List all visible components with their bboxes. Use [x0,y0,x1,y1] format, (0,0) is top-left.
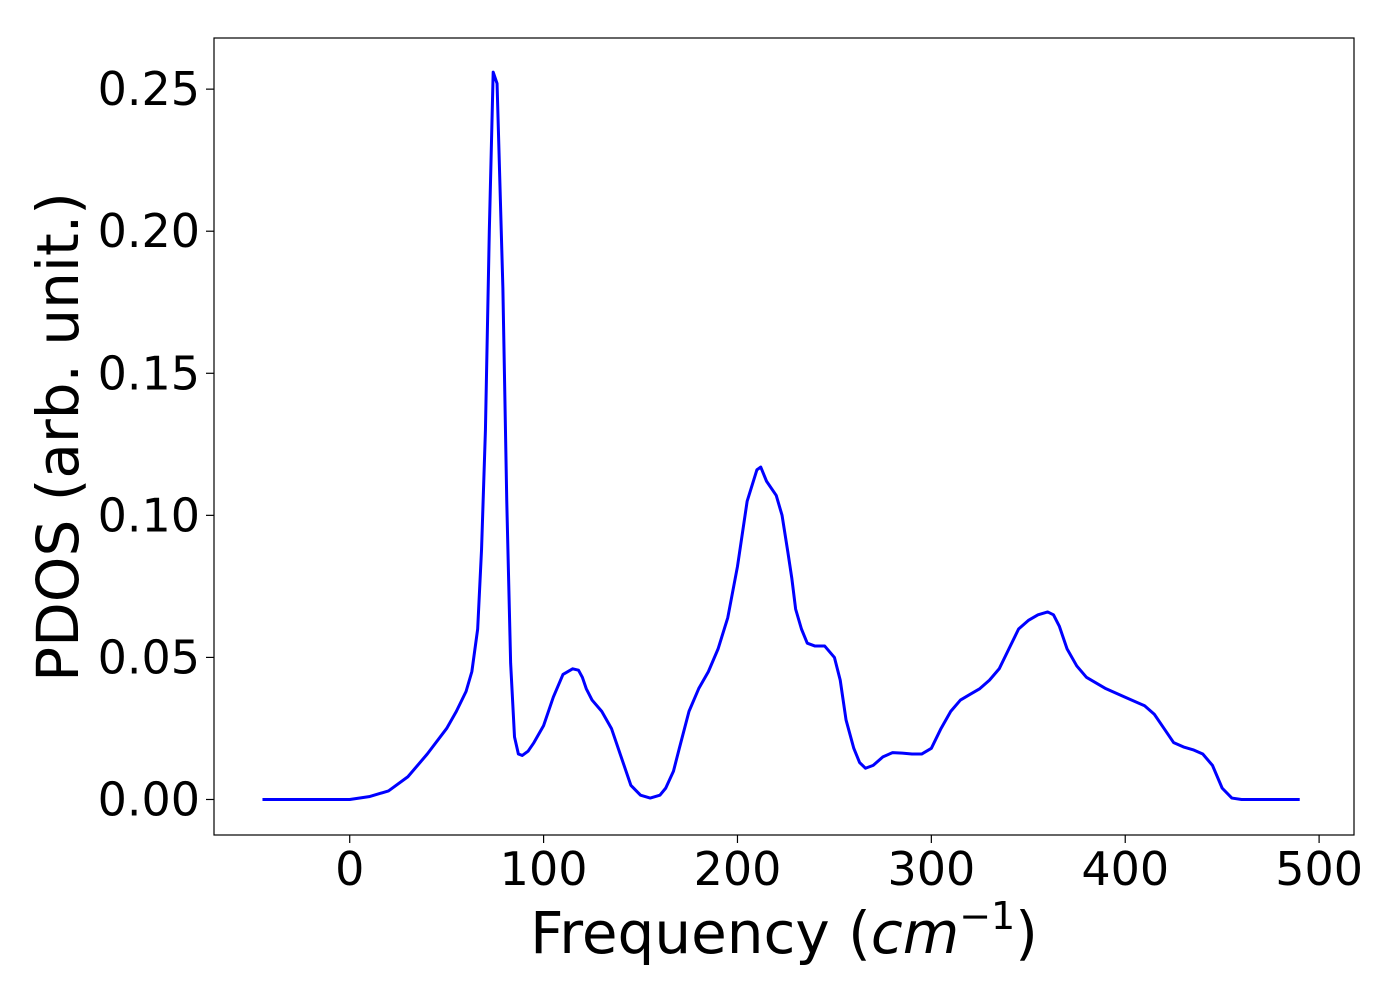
x-axis-label: Frequency (cm−1) [530,894,1038,967]
x-tick-label: 300 [887,842,975,896]
y-tick-label: 0.00 [98,772,200,826]
y-tick-label: 0.25 [98,62,200,116]
x-tick-label: 0 [335,842,364,896]
x-tick-label: 400 [1081,842,1169,896]
x-tick-label: 200 [694,842,782,896]
y-tick-label: 0.10 [98,488,200,542]
y-axis-ticks: 0.00 0.05 0.10 0.15 0.20 0.25 [98,62,214,826]
y-tick-label: 0.05 [98,630,200,684]
x-tick-label: 500 [1275,842,1363,896]
series-line [262,70,1300,801]
y-tick-label: 0.15 [98,346,200,400]
x-axis-ticks: 0 100 200 300 400 500 [335,835,1363,896]
y-axis-label: PDOS (arb. unit.) [24,192,92,682]
x-tick-label: 100 [500,842,588,896]
plot-frame [213,37,1355,836]
y-tick-label: 0.20 [98,204,200,258]
